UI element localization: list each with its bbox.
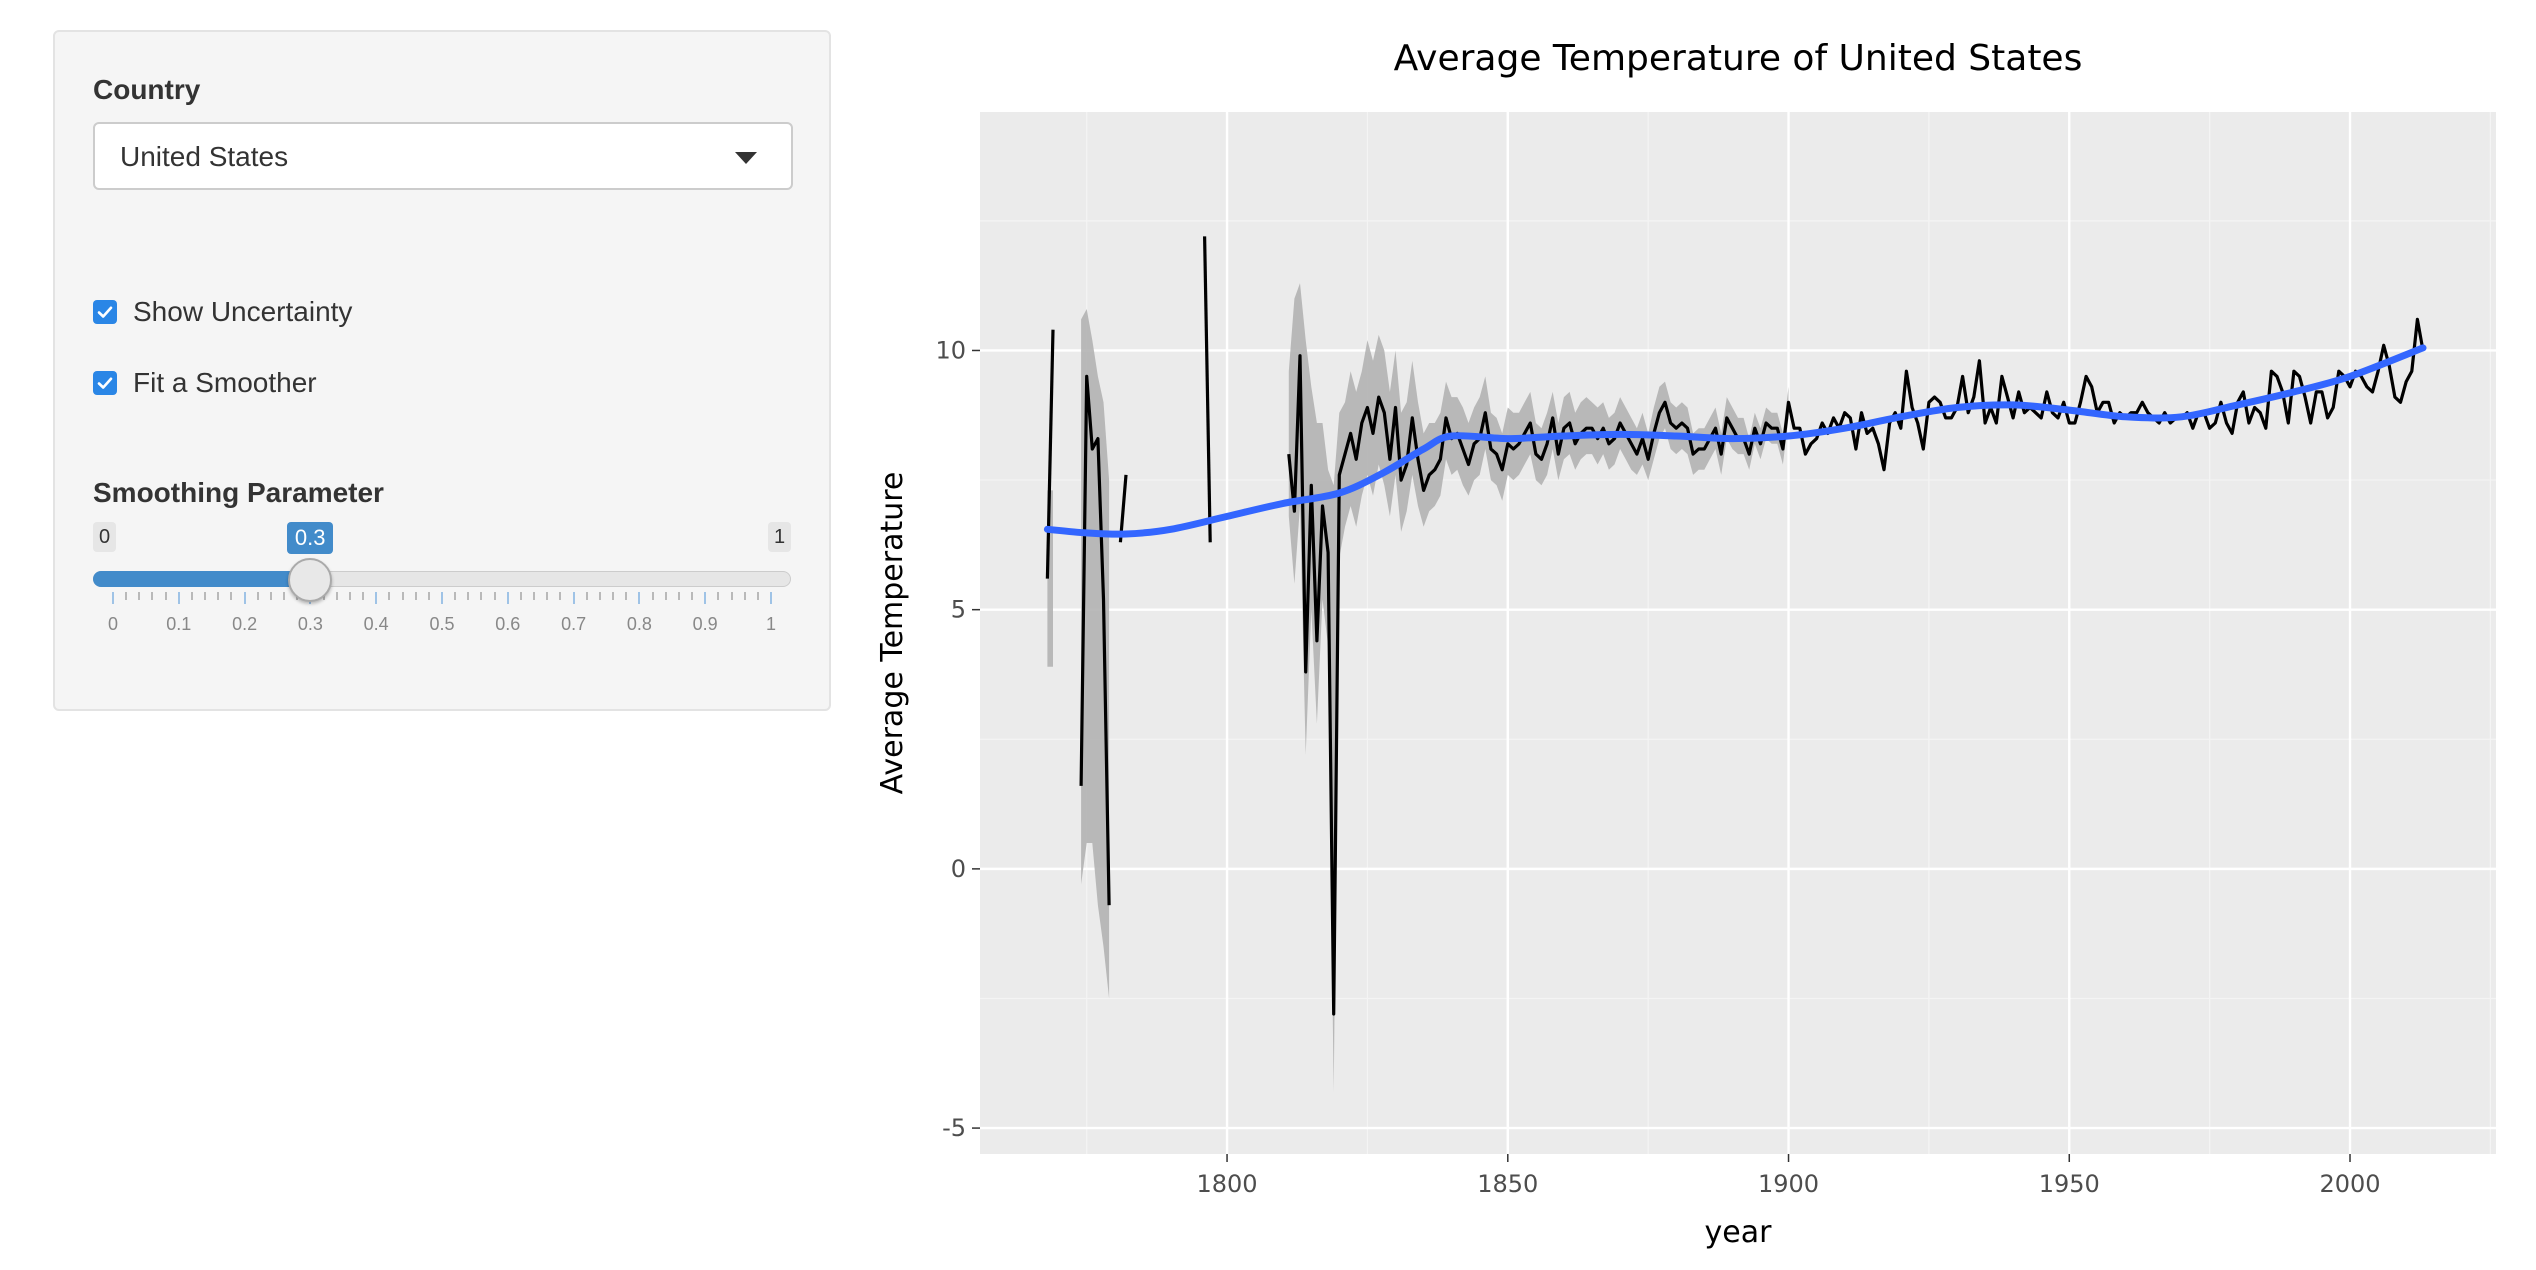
slider-minor-tick	[691, 592, 694, 600]
slider-major-tick	[506, 592, 509, 604]
slider-minor-tick	[585, 592, 588, 600]
slider-minor-tick	[414, 592, 417, 600]
slider-minor-tick	[546, 592, 549, 600]
sidebar-panel: Country United States Show Uncertainty F…	[53, 30, 831, 711]
slider-tick-label: 0.3	[297, 614, 323, 634]
slider-minor-tick	[756, 592, 759, 600]
slider-major-tick	[243, 592, 246, 604]
observed-temperature-line	[1045, 329, 1055, 579]
slider-minor-tick	[138, 592, 141, 600]
slider-value-label: 0.3	[286, 522, 334, 554]
x-axis-title: year	[1705, 1215, 1773, 1250]
y-tick-label: -5	[942, 1114, 966, 1142]
x-tick-label: 1850	[1477, 1170, 1538, 1198]
y-tick-label: 0	[951, 855, 966, 883]
slider-minor-tick	[454, 592, 457, 600]
plot-panel	[980, 112, 2496, 1154]
y-axis-title: Average Temperature	[875, 472, 910, 795]
slider-minor-tick	[362, 592, 365, 600]
slider-minor-tick	[125, 592, 128, 600]
slider-minor-tick	[730, 592, 733, 600]
slider-minor-tick	[717, 592, 720, 600]
smoothing-parameter-label: Smoothing Parameter	[93, 477, 384, 508]
slider-major-tick	[375, 592, 378, 604]
slider-minor-tick	[388, 592, 391, 600]
slider-minor-tick	[493, 592, 496, 600]
observed-temperature-line	[1203, 236, 1212, 543]
slider-minor-tick	[664, 592, 667, 600]
fit-smoother-label: Fit a Smoother	[133, 367, 317, 398]
slider-minor-tick	[401, 592, 404, 600]
observed-temperature-line	[1079, 374, 1111, 906]
slider-tick-label: 1	[765, 614, 777, 634]
y-tick-label: 10	[935, 336, 966, 364]
chevron-down-icon	[735, 152, 757, 164]
chart-title: Average Temperature of United States	[1394, 38, 2083, 79]
slider-minor-tick	[467, 592, 470, 600]
uncertainty-ribbon	[1081, 309, 1110, 999]
slider-minor-tick	[283, 592, 286, 600]
y-tick-label: 5	[951, 596, 966, 624]
slider-tick-label: 0.1	[166, 614, 192, 634]
slider-minor-tick	[151, 592, 154, 600]
slider-minor-tick	[677, 592, 680, 600]
slider-minor-tick	[217, 592, 220, 600]
slider-minor-tick	[625, 592, 628, 600]
slider-major-tick	[112, 592, 114, 604]
slider-minor-tick	[335, 592, 338, 600]
slider-minor-tick	[480, 592, 483, 600]
slider-tick-label: 0.2	[232, 614, 258, 634]
slider-minor-tick	[204, 592, 207, 600]
slider-major-tick	[441, 592, 443, 604]
x-tick-label: 1800	[1197, 1170, 1258, 1198]
slider-major-tick	[177, 592, 180, 604]
slider-tick-label: 0.6	[495, 614, 521, 634]
slider-major-tick	[770, 592, 772, 604]
slider-minor-tick	[519, 592, 522, 600]
x-tick-label: 1950	[2039, 1170, 2100, 1198]
checkbox-checked-icon[interactable]	[93, 300, 117, 324]
country-select[interactable]: United States	[93, 122, 793, 190]
temperature-chart: 1800 1850 1900 1950 2000 -5 0 5 10 Average Temper…	[875, 38, 2496, 1250]
slider-major-tick	[704, 592, 707, 604]
x-tick-label: 2000	[2319, 1170, 2380, 1198]
slider-tick-label: 0.9	[692, 614, 718, 634]
slider-minor-tick	[256, 592, 259, 600]
slider-max-label: 1	[768, 522, 792, 552]
slider-minor-tick	[598, 592, 601, 600]
uncertainty-ribbon	[1288, 283, 1789, 1092]
slider-min-label: 0	[93, 522, 117, 552]
slider-fill	[93, 571, 311, 587]
slider-minor-tick	[612, 592, 615, 600]
slider-minor-tick	[559, 592, 562, 600]
slider-minor-tick	[348, 592, 351, 600]
slider-tick-label: 0.5	[429, 614, 455, 634]
show-uncertainty-label: Show Uncertainty	[133, 296, 353, 327]
slider-minor-tick	[743, 592, 746, 600]
slider-tick-label: 0.8	[626, 614, 652, 634]
smoother-line	[1043, 344, 2427, 538]
slider-tick-label: 0.4	[363, 614, 389, 634]
country-label: Country	[93, 74, 201, 105]
slider-handle[interactable]	[288, 558, 333, 602]
observed-temperature-line	[1287, 317, 2425, 1016]
slider-minor-tick	[269, 592, 272, 600]
slider-minor-tick	[164, 592, 167, 600]
slider-tick-label: 0.7	[561, 614, 587, 634]
checkbox-checked-icon[interactable]	[93, 371, 117, 395]
slider-minor-tick	[427, 592, 430, 600]
country-select-value: United States	[120, 141, 289, 172]
slider-major-tick	[572, 592, 575, 604]
slider-major-tick	[638, 592, 641, 604]
slider-minor-tick	[230, 592, 233, 600]
slider-minor-tick	[190, 592, 193, 600]
x-tick-label: 1900	[1758, 1170, 1819, 1198]
slider-minor-tick	[533, 592, 536, 600]
slider-tick-label: 0	[107, 614, 119, 634]
slider-minor-tick	[651, 592, 654, 600]
